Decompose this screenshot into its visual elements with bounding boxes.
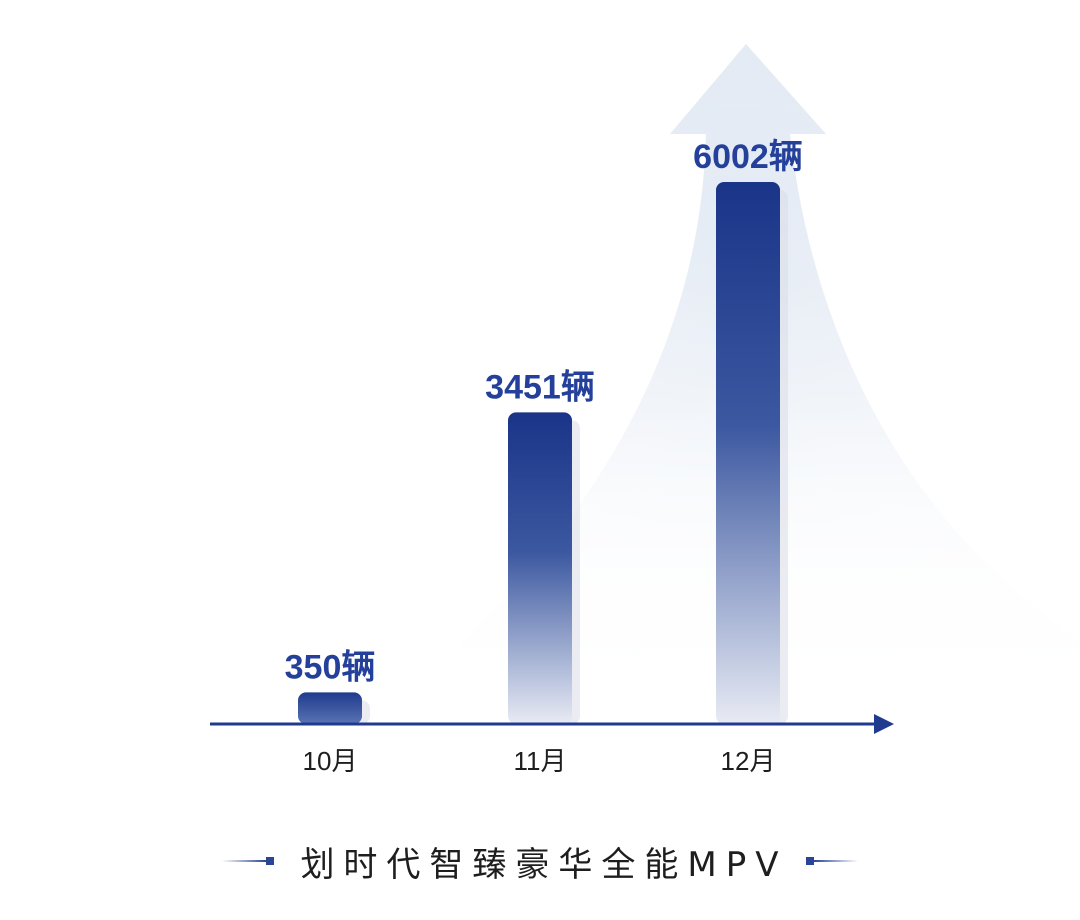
bar-value-label: 3451辆 xyxy=(485,368,595,406)
x-tick-label: 10月 xyxy=(303,746,358,776)
bar-3 xyxy=(716,182,780,724)
bar-2 xyxy=(508,412,572,724)
x-tick-label: 11月 xyxy=(514,746,567,776)
bar-1 xyxy=(298,692,362,724)
bars-group xyxy=(298,182,788,724)
x-tick-label: 12月 xyxy=(721,746,776,776)
bar-value-label: 350辆 xyxy=(285,648,376,686)
footer-tagline-row: 划时代智臻豪华全能MPV xyxy=(0,836,1080,886)
right-decoration xyxy=(805,857,858,865)
x-axis-arrowhead xyxy=(874,714,894,734)
left-decoration xyxy=(222,857,275,865)
x-tick-labels: 10月 11月 12月 xyxy=(303,746,776,776)
bar-value-label: 6002辆 xyxy=(693,138,803,176)
footer-tagline: 划时代智臻豪华全能MPV xyxy=(300,844,788,885)
data-labels-group: 350辆 3451辆 6002辆 xyxy=(285,138,803,686)
x-axis xyxy=(210,714,894,734)
